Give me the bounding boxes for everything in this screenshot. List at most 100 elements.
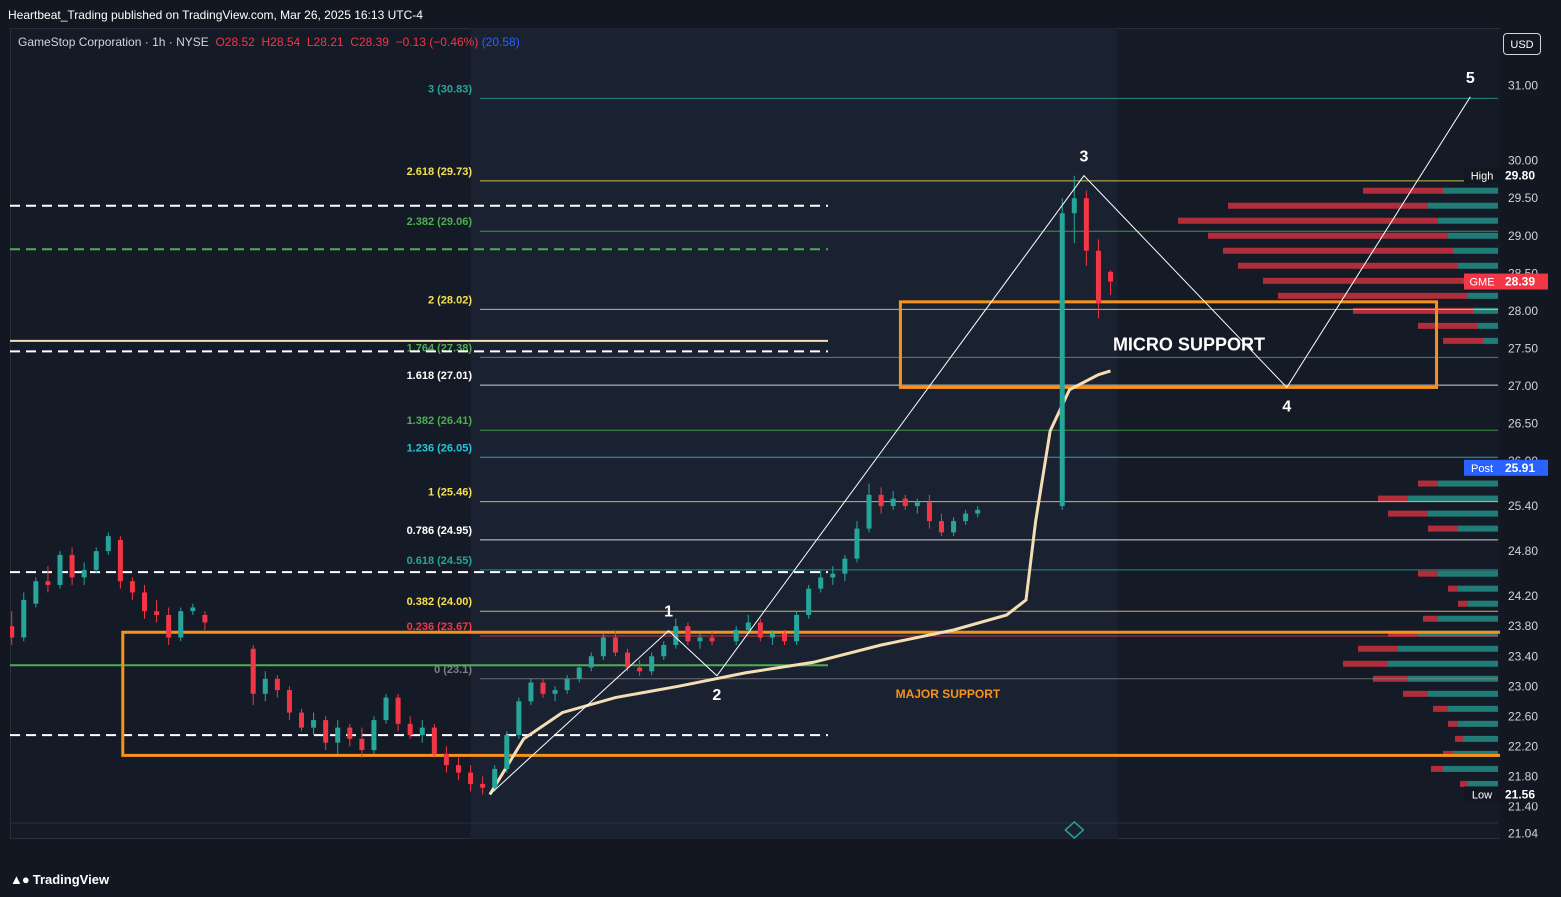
candle-body	[600, 637, 606, 657]
y-tick-label: 31.00	[1508, 79, 1538, 93]
price-tag-label-bg	[1464, 786, 1500, 803]
price-tag-value: 21.56	[1505, 787, 1535, 801]
candle-body	[274, 678, 280, 691]
wave-label-2: 2	[712, 687, 721, 704]
tradingview-logo[interactable]: ▲● TradingView	[10, 872, 109, 887]
price-chart[interactable]: 3 (30.83) 2.618 (29.73) 2.382 (29.06) 2 (28…	[10, 28, 1550, 839]
vp-bar-down	[1378, 495, 1408, 502]
candle-body	[757, 622, 763, 638]
vp-bar-up	[1448, 232, 1498, 239]
fib-label: 3 (30.83)	[428, 83, 472, 95]
price-tag-value: 28.39	[1505, 275, 1535, 289]
candle-body	[794, 614, 800, 642]
fib-label: 1.236 (26.05)	[407, 442, 473, 454]
candle-body	[878, 494, 884, 507]
vp-bar-down	[1343, 660, 1388, 667]
fib-label: 2.382 (29.06)	[407, 216, 473, 228]
candle-body	[1108, 271, 1114, 282]
micro-support-label: MICRO SUPPORT	[1113, 335, 1265, 355]
price-tag-value: 29.80	[1505, 169, 1535, 183]
vp-bar-up	[1388, 660, 1498, 667]
vp-bar-down	[1238, 262, 1458, 269]
candle-body	[769, 633, 775, 638]
candle-body	[492, 768, 498, 788]
vp-bar-up	[1453, 247, 1498, 254]
candle-body	[468, 772, 474, 784]
candle-body	[323, 720, 329, 743]
vp-bar-down	[1353, 307, 1473, 314]
wave-label-3: 3	[1080, 149, 1089, 166]
vp-bar-down	[1403, 690, 1428, 697]
candle-body	[419, 727, 425, 736]
vp-bar-up	[1468, 780, 1498, 787]
candle-body	[105, 536, 111, 552]
vp-bar-down	[1418, 570, 1438, 577]
candle-body	[33, 581, 39, 604]
price-tag-label-bg	[1464, 273, 1500, 290]
y-tick-label: 29.50	[1508, 191, 1538, 205]
fib-label: 2 (28.02)	[428, 294, 472, 306]
vp-bar-down	[1208, 232, 1448, 239]
vp-bar-down	[1448, 585, 1458, 592]
candle-body	[166, 614, 172, 638]
vp-bar-up	[1438, 217, 1498, 224]
major-support-label: MAJOR SUPPORT	[896, 687, 1001, 701]
vp-bar-up	[1468, 292, 1498, 299]
wave-path	[489, 96, 1471, 795]
candle-body	[202, 614, 208, 623]
vp-bar-up	[1398, 645, 1498, 652]
currency-button[interactable]: USD	[1503, 33, 1541, 55]
vp-bar-down	[1363, 187, 1443, 194]
legend-open: O28.52	[215, 35, 255, 49]
y-tick-label: 24.20	[1508, 589, 1538, 603]
price-tag-label: Low	[1472, 789, 1492, 801]
wave-label-5: 5	[1466, 70, 1475, 87]
candle-body	[359, 738, 365, 751]
y-tick-label: 26.50	[1508, 416, 1538, 430]
candle-body	[975, 509, 981, 514]
candle-body	[431, 727, 437, 754]
y-tick-label: 25.40	[1508, 499, 1538, 513]
candle-body	[407, 723, 413, 736]
vp-bar-up	[1418, 630, 1498, 637]
y-tick-label: 27.00	[1508, 379, 1538, 393]
price-tag-value-bg	[1500, 459, 1548, 476]
fib-label: 1 (25.46)	[428, 487, 472, 499]
candle-body	[286, 690, 292, 713]
candle-body	[733, 629, 739, 642]
vp-bar-up	[1443, 187, 1498, 194]
fib-label: 0.786 (24.95)	[407, 525, 473, 537]
vp-bar-up	[1438, 615, 1498, 622]
y-tick-label: 22.20	[1508, 739, 1538, 753]
candle-body	[142, 592, 148, 612]
legend-symbol: GameStop Corporation · 1h · NYSE	[18, 35, 209, 49]
candle-body	[963, 513, 969, 522]
candle-body	[69, 554, 75, 578]
candle-body	[480, 783, 486, 788]
vp-bar-down	[1178, 217, 1438, 224]
fib-label: 0.618 (24.55)	[407, 555, 473, 567]
candle-body	[540, 682, 546, 694]
candle-body	[709, 637, 715, 642]
candle-body	[262, 678, 268, 694]
candle-body	[818, 577, 824, 589]
price-tag-label: GME	[1469, 277, 1494, 289]
y-tick-label: 22.60	[1508, 709, 1538, 723]
vp-bar-down	[1228, 202, 1428, 209]
candle-body	[697, 637, 703, 642]
y-tick-label: 23.80	[1508, 619, 1538, 633]
price-tag-label-bg	[1464, 459, 1500, 476]
vp-bar-up	[1473, 307, 1498, 314]
price-tag-label-bg	[1464, 167, 1500, 184]
vp-bar-down	[1223, 247, 1453, 254]
price-tag-value-bg	[1500, 786, 1548, 803]
candle-body	[371, 720, 377, 751]
earnings-icon	[1064, 820, 1085, 839]
candle-body	[588, 656, 594, 668]
y-tick-label: 23.40	[1508, 649, 1538, 663]
fib-label: 1.618 (27.01)	[407, 370, 473, 382]
candle-body	[190, 607, 196, 612]
vp-bar-down	[1448, 720, 1458, 727]
vp-bar-down	[1388, 510, 1428, 517]
range-shade	[470, 28, 1118, 839]
